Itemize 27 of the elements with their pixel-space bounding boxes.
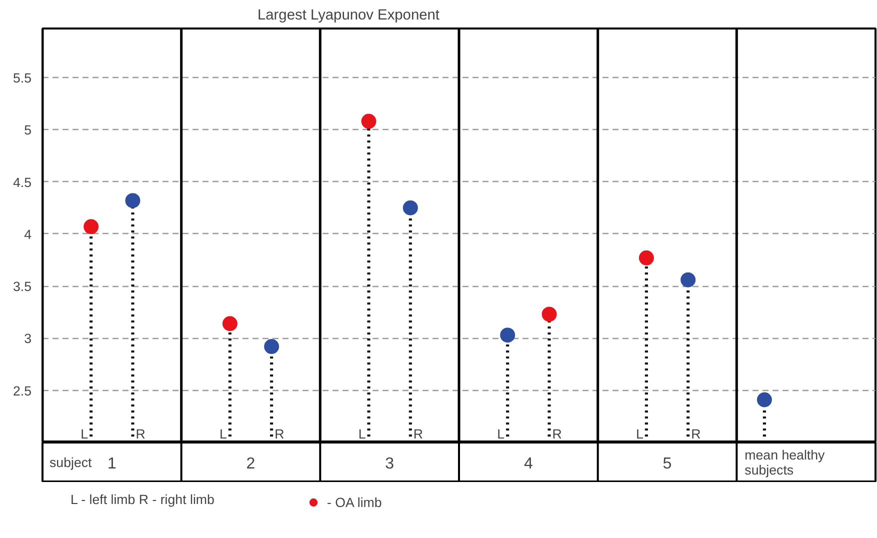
y-tick-label: 3.5 [12,279,32,294]
text: 1 [107,456,116,472]
x-tick-label: R [691,426,701,442]
x-tick-label: R [552,426,562,442]
x-tick-label: L [358,426,366,442]
y-tick-label: 3 [24,331,32,346]
text: 2 [246,456,256,472]
y-tick-label: 5 [24,122,32,138]
x-tick-label: mean healthy subjects [744,448,826,478]
text: 3 [385,456,394,472]
x-tick-label: L [636,426,644,442]
legend-label: - OA limb [327,494,382,510]
text: L - left limb R - right limb [70,492,214,507]
chart-title: Largest Lyapunov Exponent [258,8,440,24]
text: 4 [524,456,533,472]
text: 5 [662,456,672,472]
y-tick-label: 5.5 [12,70,32,86]
x-tick-label: R [136,426,146,442]
x-tick-label: L [220,426,227,442]
x-tick-label: L [497,426,505,442]
y-tick-label: 4 [24,226,32,242]
text: subject [50,455,92,470]
x-tick-label: R [274,426,284,442]
y-tick-label: 2.5 [12,383,32,398]
y-tick-label: 4.5 [12,174,32,190]
x-tick-label: R [413,426,424,442]
x-tick-label: L [80,426,88,442]
